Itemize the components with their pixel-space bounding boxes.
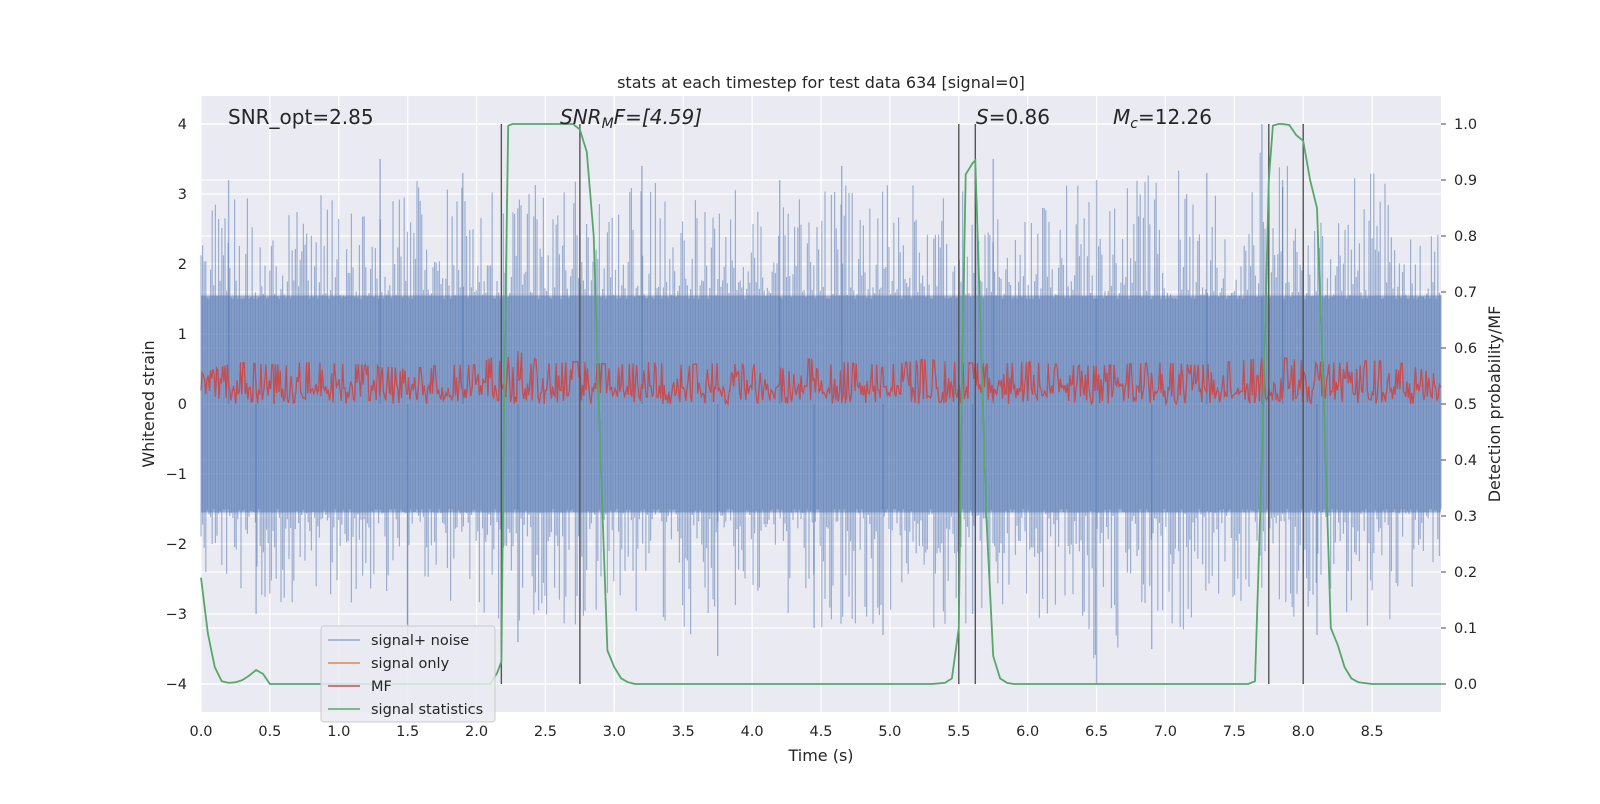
y2-tick-label: 0.3	[1454, 509, 1477, 525]
x-tick-label: 1.0	[327, 724, 350, 740]
x-tick-label: 3.0	[603, 724, 626, 740]
s-main: S	[976, 105, 989, 129]
x-tick-label: 1.5	[396, 724, 419, 740]
annotation-snr-mf: SNRMF=[4.59]	[560, 105, 702, 132]
y2-tick-label: 0.7	[1454, 285, 1477, 301]
x-tick-label: 7.5	[1223, 724, 1246, 740]
annotation-mc: Mc=12.26	[1113, 105, 1212, 132]
y-tick-label: 4	[178, 117, 187, 133]
y2-tick-label: 1.0	[1454, 117, 1477, 133]
y2-tick-label: 0.5	[1454, 397, 1477, 413]
x-tick-label: 6.5	[1085, 724, 1108, 740]
y2-tick-label: 0.0	[1454, 677, 1477, 693]
y2-tick-labels: 1.0 0.9 0.8 0.7 0.6 0.5 0.4 0.3 0.2 0.1 0.0	[1441, 117, 1477, 693]
y-tick-labels: 4 3 2 1 0 −1 −2 −3 −4	[166, 117, 187, 693]
mc-sub: c	[1130, 116, 1138, 132]
legend-label-signal-only: signal only	[371, 656, 450, 672]
y2-tick-label: 0.9	[1454, 173, 1477, 189]
y2-tick-label: 0.1	[1454, 621, 1477, 637]
x-tick-label: 0.5	[258, 724, 281, 740]
y2-tick-label: 0.6	[1454, 341, 1477, 357]
x-tick-label: 2.5	[534, 724, 557, 740]
x-tick-label: 7.0	[1154, 724, 1177, 740]
y-tick-label: 0	[178, 397, 187, 413]
x-tick-label: 5.5	[947, 724, 970, 740]
x-axis-label: Time (s)	[787, 746, 853, 765]
x-tick-label: 3.5	[672, 724, 695, 740]
y-tick-label: 3	[178, 187, 187, 203]
y-tick-label: −4	[166, 677, 187, 693]
legend-label-mf: MF	[371, 679, 392, 695]
x-tick-label: 8.0	[1292, 724, 1315, 740]
legend-label-signal-noise: signal+ noise	[371, 633, 469, 649]
x-tick-label: 0.0	[189, 724, 212, 740]
annotation-snr-opt: SNR_opt=2.85	[228, 105, 374, 129]
legend-box	[320, 625, 496, 723]
y-tick-label: −3	[166, 607, 187, 623]
chart-title: stats at each timestep for test data 634…	[617, 73, 1025, 92]
y-tick-label: 1	[178, 327, 187, 343]
mc-rest: =12.26	[1138, 105, 1212, 129]
mc-main: M	[1113, 105, 1130, 129]
y-tick-label: 2	[178, 257, 187, 273]
snr-mf-sub: M	[602, 116, 614, 132]
series-mf	[200, 351, 1442, 407]
legend-label-signal-statistics: signal statistics	[371, 702, 483, 718]
x-tick-label: 4.5	[809, 724, 832, 740]
x-tick-label: 5.0	[878, 724, 901, 740]
x-tick-label: 2.0	[465, 724, 488, 740]
y2-axis-label: Detection probability/MF	[1485, 306, 1504, 503]
mf-trace	[200, 351, 1442, 407]
y-axis-label: Whitened strain	[139, 340, 158, 467]
noise-spikes	[227, 124, 1318, 684]
snr-mf-rest: F=[4.59]	[614, 105, 702, 129]
y-tick-label: −2	[166, 537, 187, 553]
y2-tick-label: 0.4	[1454, 453, 1477, 469]
x-tick-label: 6.0	[1016, 724, 1039, 740]
y2-tick-label: 0.2	[1454, 565, 1477, 581]
x-tick-label: 8.5	[1361, 724, 1384, 740]
y2-tick-label: 0.8	[1454, 229, 1477, 245]
legend: signal+ noise signal only MF signal stat…	[320, 625, 496, 723]
snr-mf-main: SNR	[560, 105, 602, 129]
s-rest: =0.86	[989, 105, 1050, 129]
x-tick-label: 4.0	[741, 724, 764, 740]
y-tick-label: −1	[166, 467, 187, 483]
annotation-s: S=0.86	[976, 105, 1050, 129]
x-tick-labels: 0.0 0.5 1.0 1.5 2.0 2.5 3.0 3.5 4.0 4.5 5.0 5.5 6.0 6…	[189, 724, 1383, 740]
